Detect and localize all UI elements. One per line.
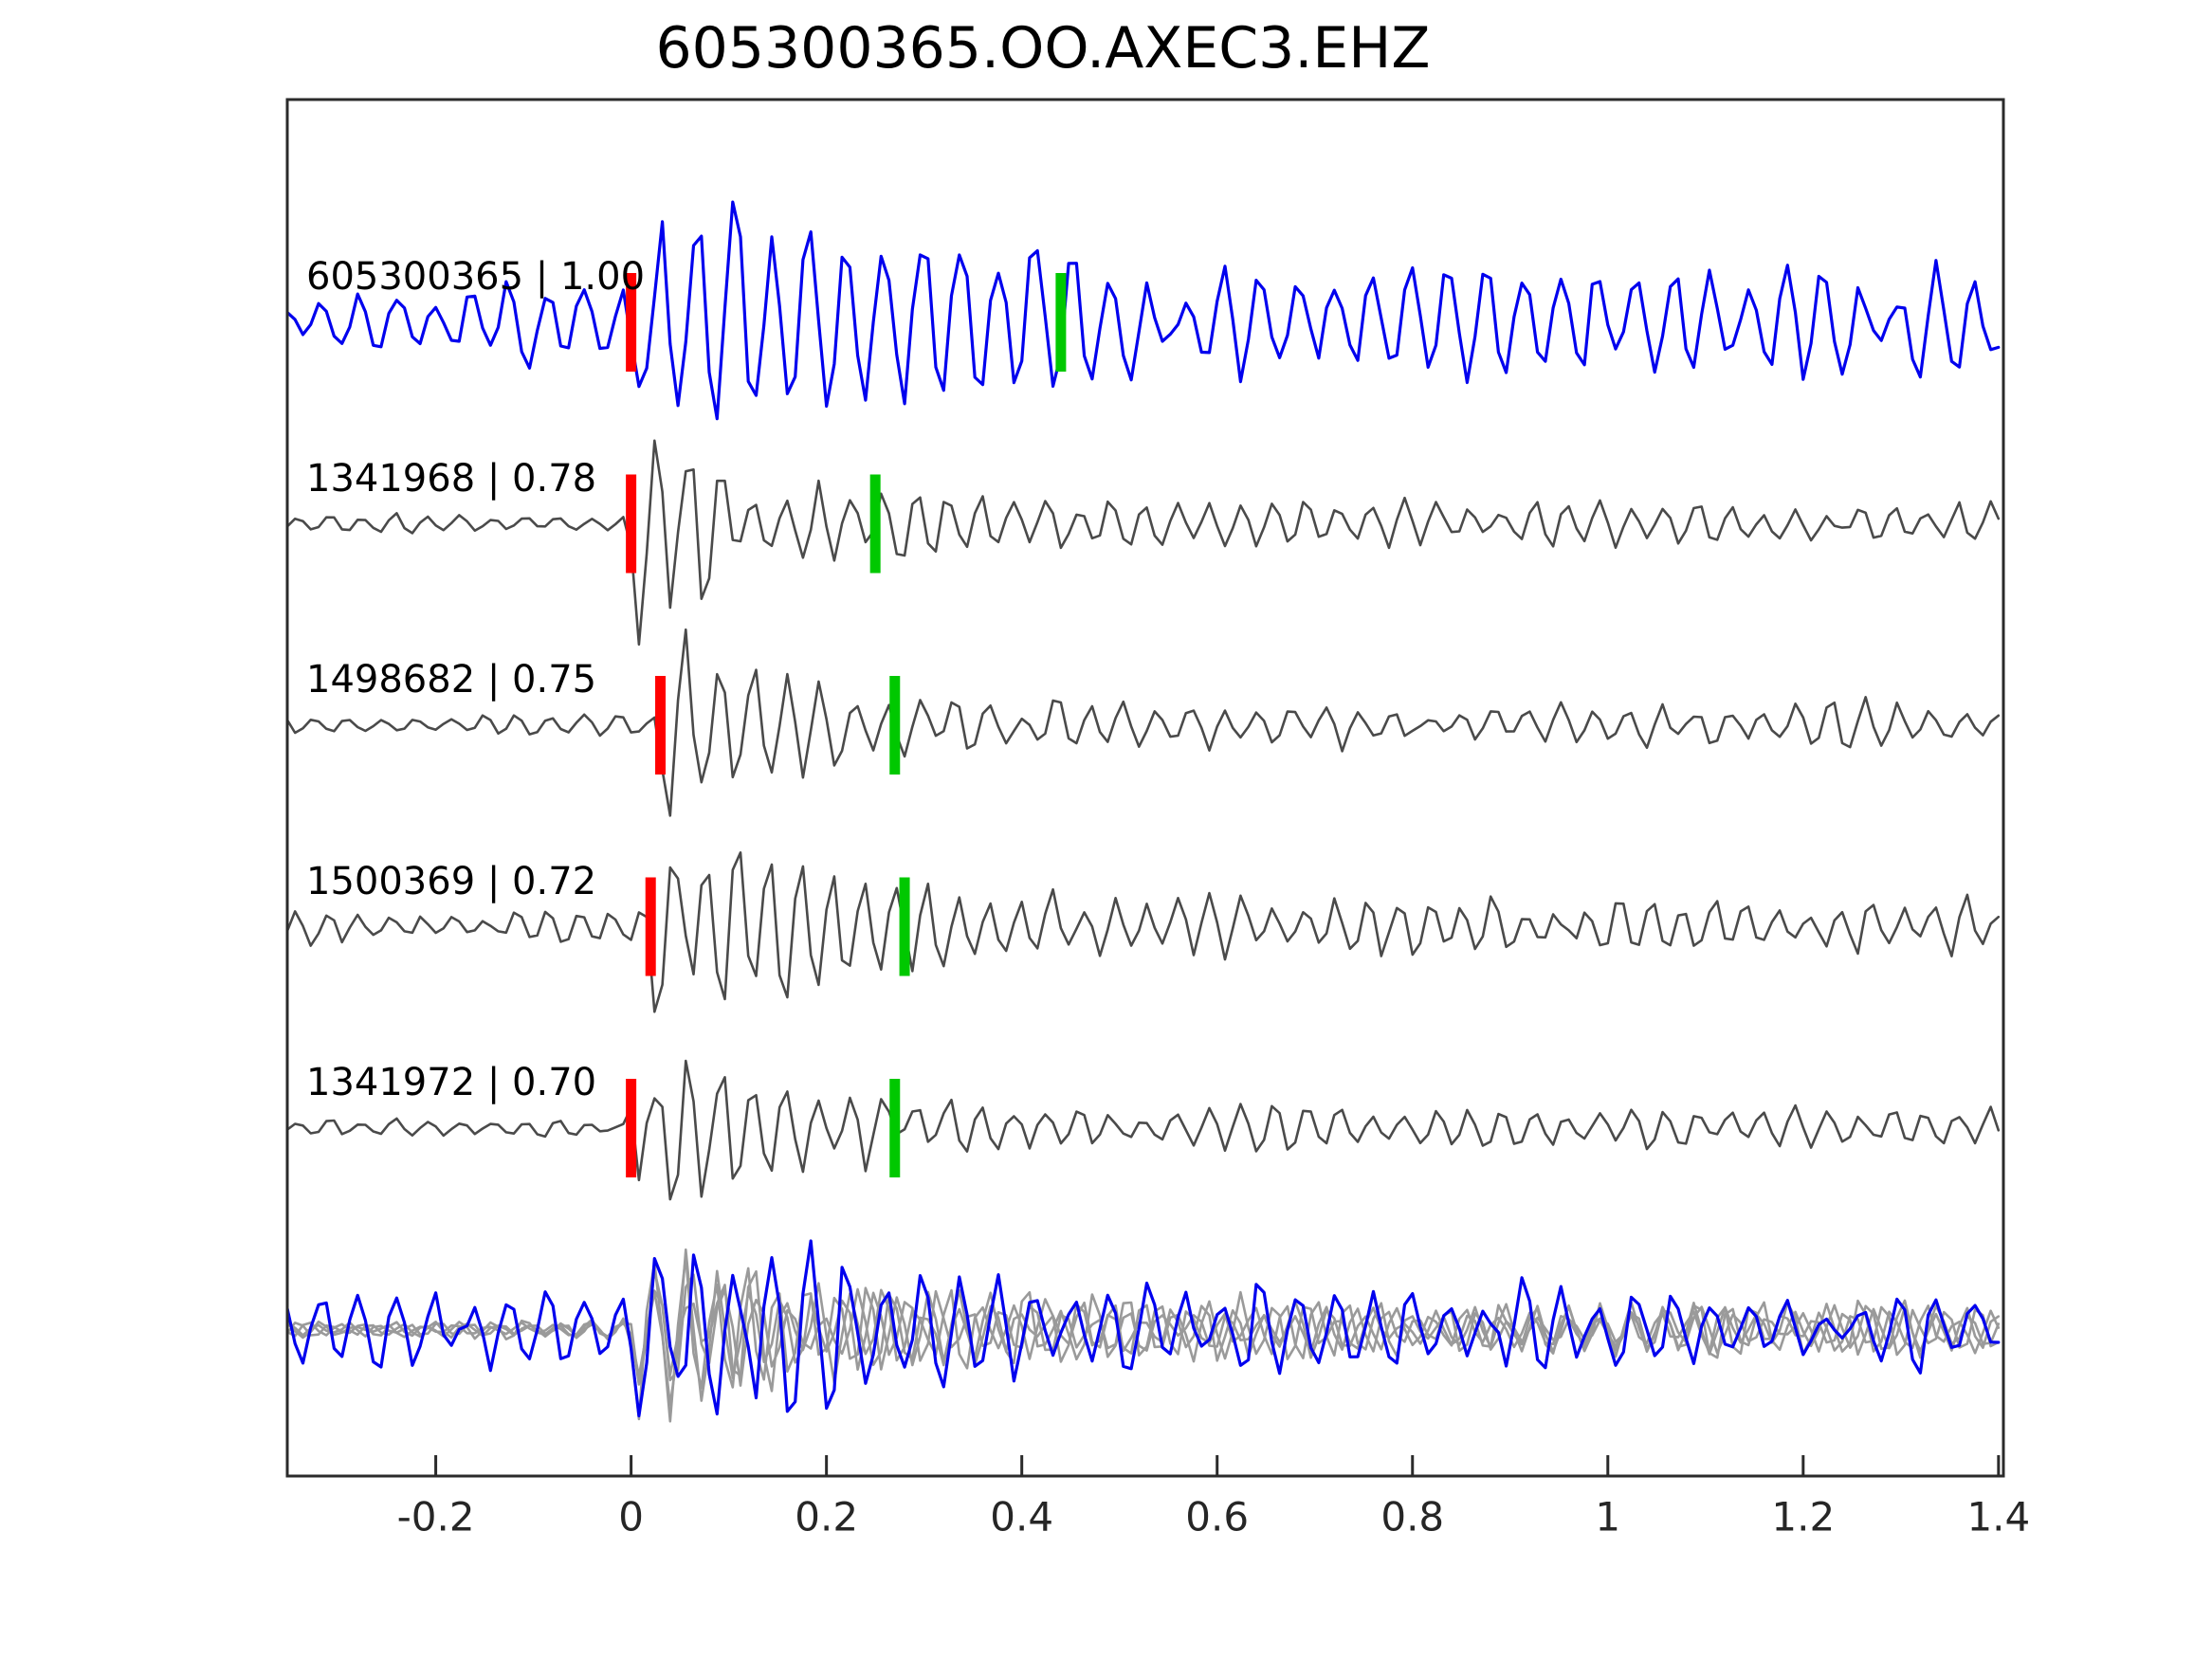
- x-tick-label-0.6: 0.6: [1185, 1493, 1250, 1540]
- pick-marker-green-1341968: [869, 474, 881, 574]
- pick-marker-green-605300365: [1055, 273, 1067, 372]
- plot-area: [287, 200, 2001, 1423]
- pick-marker-green-1500369: [899, 877, 910, 976]
- x-tick-label-1.2: 1.2: [1771, 1493, 1836, 1540]
- figure-title: 605300365.OO.AXEC3.EHZ: [655, 15, 1431, 82]
- trace-label-detection-4: 1341972 | 0.70: [306, 1061, 597, 1104]
- overlay-waveform-605300365: [287, 1239, 2001, 1418]
- x-tick-label--0.2: -0.2: [396, 1493, 475, 1540]
- pick-marker-red-605300365: [626, 273, 637, 372]
- trace-label-detection-2: 1498682 | 0.75: [306, 658, 597, 702]
- waveform-1341968: [287, 439, 2001, 647]
- waveform-605300365: [287, 200, 2001, 421]
- trace-label-detection-1: 1341968 | 0.78: [306, 456, 597, 501]
- x-tick-label-1: 1: [1595, 1493, 1621, 1540]
- pick-marker-green-1498682: [889, 676, 901, 775]
- x-tick-label-0: 0: [618, 1493, 644, 1540]
- x-tick-label-0.2: 0.2: [795, 1493, 859, 1540]
- pick-marker-red-1498682: [655, 676, 667, 775]
- waveform-1500369: [287, 850, 2001, 1013]
- trace-label-template: 605300365 | 1.00: [306, 255, 646, 299]
- pick-marker-red-1500369: [645, 877, 656, 976]
- pick-marker-red-1341972: [626, 1079, 637, 1177]
- pick-marker-red-1341968: [626, 474, 637, 574]
- trace-label-detection-3: 1500369 | 0.72: [306, 859, 597, 903]
- x-tick-label-1.4: 1.4: [1966, 1493, 2031, 1540]
- pick-marker-green-1341972: [889, 1079, 901, 1177]
- axes-box: [285, 98, 2005, 1478]
- waveform-1498682: [287, 628, 2001, 817]
- x-tick-label-0.8: 0.8: [1380, 1493, 1445, 1540]
- waveform-1341972: [287, 1059, 2001, 1201]
- x-tick-label-0.4: 0.4: [990, 1493, 1054, 1540]
